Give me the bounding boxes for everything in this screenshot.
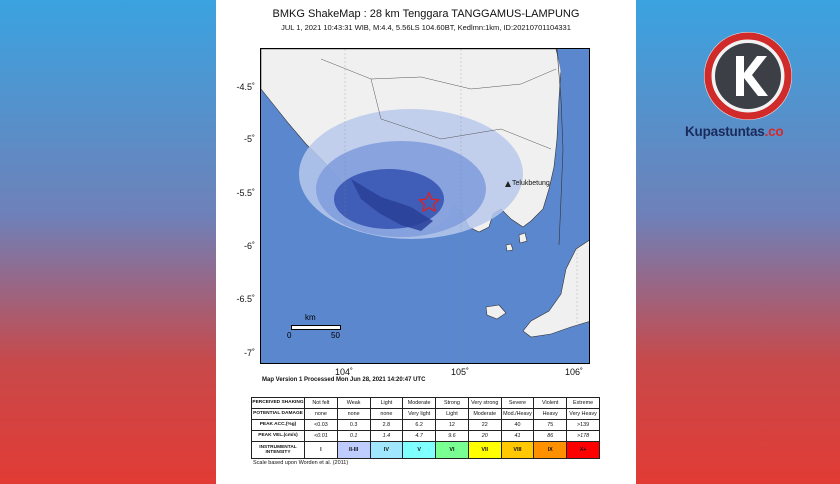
scale-start: 0 [287, 331, 292, 340]
brand-suffix: .co [764, 124, 784, 139]
legend-row: POTENTIAL DAMAGE none none none Very light Li… [251, 407, 600, 420]
legend-cell: Light [369, 397, 404, 409]
legend-cell: IX [533, 440, 568, 460]
legend-cell: none [304, 407, 338, 420]
legend-cell: Very strong [467, 397, 502, 409]
province-border [320, 58, 557, 90]
city-label: Telukbetung [512, 180, 550, 187]
legend-cell: Violent [533, 397, 568, 409]
island [505, 243, 514, 252]
legend-cell: none [369, 407, 404, 420]
legend-row-label: PEAK VEL.(cm/s) [251, 429, 305, 442]
legend-cell: 6.2 [402, 418, 437, 431]
lon-tick: 106˚ [564, 367, 583, 377]
legend-cell: Moderate [402, 397, 437, 409]
legend-cell: Not felt [304, 397, 338, 409]
lat-tick: -6.5˚ [236, 294, 255, 304]
intensity-legend: PERCEIVED SHAKING Not felt Weak Light Modera… [251, 397, 600, 460]
legend-cell: 22 [467, 418, 502, 431]
legend-cell: VIII [500, 440, 535, 460]
processed-note: Map Version 1 Processed Mon Jun 28, 2021… [262, 377, 426, 383]
legend-cell: 1.4 [369, 429, 404, 442]
sea-shore [556, 49, 564, 246]
legend-cell: none [336, 407, 371, 420]
legend-row-label: PEAK ACC.(%g) [251, 418, 305, 431]
legend-cell: >139 [566, 418, 600, 431]
legend-cell: X+ [566, 440, 600, 460]
legend-cell: IV [369, 440, 404, 460]
legend-cell: 40 [500, 418, 535, 431]
legend-row: PEAK ACC.(%g) <0.03 0.3 2.8 6.2 12 22 40 75 >139 [251, 418, 600, 431]
legend-cell: 20 [467, 429, 502, 442]
legend-cell: >178 [566, 429, 600, 442]
legend-cell: 86 [533, 429, 568, 442]
legend-cell: I [304, 440, 338, 460]
city-marker [505, 181, 511, 187]
legend-cell: 4.7 [402, 429, 437, 442]
legend-row: INSTRUMENTAL INTENSITY I II-III IV V VI VII VII… [251, 440, 600, 460]
island [485, 304, 507, 320]
legend-cell: 41 [500, 429, 535, 442]
kupastuntas-logo-icon [704, 32, 792, 120]
grid [344, 49, 578, 363]
lon-tick: 104˚ [334, 367, 353, 377]
java-sea [557, 49, 589, 249]
legend-cell: Severe [500, 397, 535, 409]
legend-row-label: PERCEIVED SHAKING [251, 397, 305, 409]
legend-cell: V [402, 440, 437, 460]
legend-cell: Very light [402, 407, 437, 420]
legend-cell: Weak [336, 397, 371, 409]
lat-tick: -6˚ [244, 241, 255, 251]
lon-tick: 105˚ [450, 367, 469, 377]
legend-row: PEAK VEL.(cm/s) <0.01 0.1 1.4 4.7 9.6 20 41 86 >1… [251, 429, 600, 442]
java-land [522, 239, 589, 338]
legend-cell: Extreme [566, 397, 600, 409]
legend-cell: <0.03 [304, 418, 338, 431]
scale-unit: km [305, 313, 316, 322]
legend-cell: 2.8 [369, 418, 404, 431]
coastal-strip [351, 179, 433, 231]
lat-tick: -4.5˚ [236, 82, 255, 92]
lat-tick: -7˚ [244, 348, 255, 358]
legend-cell: Very Heavy [566, 407, 600, 420]
legend-cell: II-III [336, 440, 371, 460]
legend-cell: Light [435, 407, 469, 420]
legend-row-label: POTENTIAL DAMAGE [251, 407, 305, 420]
legend-cell: <0.01 [304, 429, 338, 442]
map-title: BMKG ShakeMap : 28 km Tenggara TANGGAMUS… [272, 8, 580, 20]
legend-row: PERCEIVED SHAKING Not felt Weak Light Modera… [251, 397, 600, 409]
map-subtitle: JUL 1, 2021 10:43:31 WIB, M:4.4, 5.56LS … [281, 23, 571, 32]
legend-row-label: INSTRUMENTAL INTENSITY [251, 440, 305, 460]
scale-end: 50 [331, 331, 340, 340]
legend-cell: Heavy [533, 407, 568, 420]
lat-tick: -5˚ [244, 134, 255, 144]
scale-bar: km 0 50 [287, 313, 407, 343]
province-border [370, 78, 552, 150]
legend-cell: Moderate [467, 407, 502, 420]
legend-cell: VI [435, 440, 469, 460]
legend-cell: 0.1 [336, 429, 371, 442]
lat-tick: -5.5˚ [236, 188, 255, 198]
epicenter-star [418, 191, 440, 213]
shakemap-graphic [261, 49, 589, 363]
shakemap: Telukbetung km 0 50 [260, 48, 590, 364]
brand-name-text: Kupastuntas [685, 124, 765, 139]
legend-cell: 12 [435, 418, 469, 431]
brand-name[interactable]: Kupastuntas.co [685, 124, 784, 139]
legend-cell: VII [467, 440, 502, 460]
legend-cell: 9.6 [435, 429, 469, 442]
legend-cell: Strong [435, 397, 469, 409]
island [518, 232, 528, 244]
legend-cell: Mod./Heavy [500, 407, 535, 420]
legend-cell: 0.3 [336, 418, 371, 431]
legend-cell: 75 [533, 418, 568, 431]
scale-note: Scale based upon Worden et al. (2011) [253, 460, 349, 466]
